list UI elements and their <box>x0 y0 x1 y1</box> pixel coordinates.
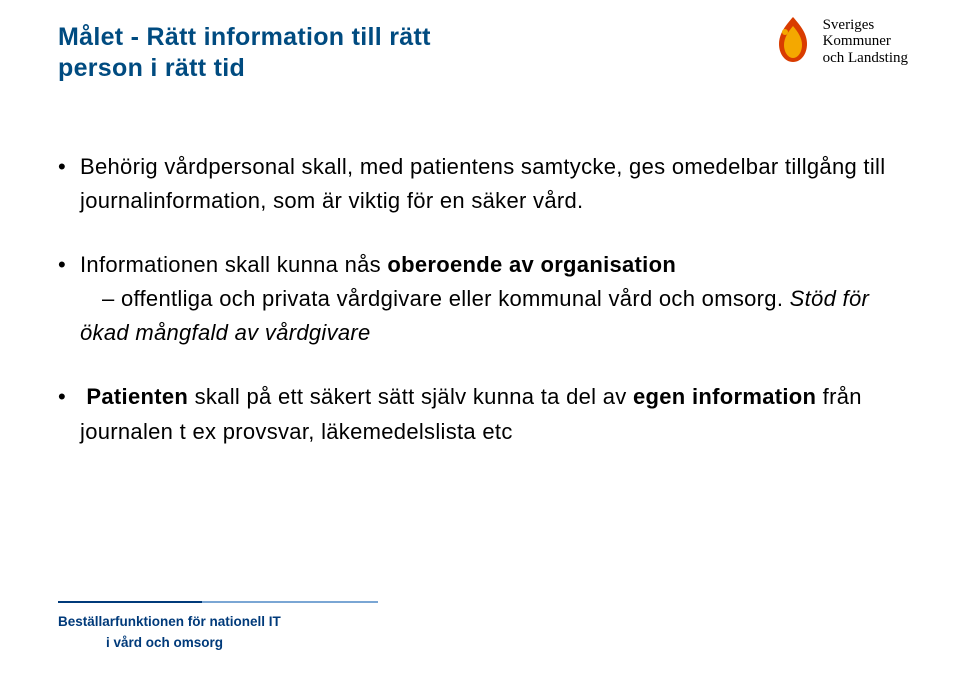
bullet-3-bold1: Patienten <box>86 384 188 409</box>
body-content: Behörig vårdpersonal skall, med patiente… <box>58 150 898 479</box>
title-line-1: Målet - Rätt information till rätt <box>58 23 431 51</box>
footer-line-2: i vård och omsorg <box>58 635 223 650</box>
bullet-2-pre: Informationen skall kunna nås <box>80 252 387 277</box>
bullet-3: Patienten skall på ett säkert sätt själv… <box>58 380 898 448</box>
logo-text-line-1: Sveriges <box>823 17 875 33</box>
title-line-2: person i rätt tid <box>58 54 245 82</box>
flame-icon <box>771 14 815 69</box>
bullet-3-mid: skall på ett säkert sätt själv kunna ta … <box>188 384 633 409</box>
logo-text-line-2: Kommuner <box>823 33 891 49</box>
logo-text: Sveriges Kommuner och Landsting <box>823 17 908 67</box>
org-logo: Sveriges Kommuner och Landsting <box>771 14 908 69</box>
slide: Målet - Rätt information till rätt perso… <box>0 0 960 686</box>
logo-text-line-3: och Landsting <box>823 50 908 66</box>
bullet-2-mid: – offentliga och privata vårdgivare elle… <box>102 286 790 311</box>
bullet-3-bold2: egen information <box>633 384 816 409</box>
footer-text: Beställarfunktionen för nationell IT i v… <box>58 611 378 654</box>
bullet-1-text: Behörig vårdpersonal skall, med patiente… <box>80 154 885 213</box>
bullet-2: Informationen skall kunna nås oberoende … <box>58 248 898 350</box>
bullet-2-bold: oberoende av organisation <box>387 252 676 277</box>
bullet-1: Behörig vårdpersonal skall, med patiente… <box>58 150 898 218</box>
slide-title: Målet - Rätt information till rätt perso… <box>58 22 658 85</box>
footer-divider <box>58 601 378 603</box>
footer-line-1: Beställarfunktionen för nationell IT <box>58 614 281 629</box>
slide-footer: Beställarfunktionen för nationell IT i v… <box>58 601 378 654</box>
bullet-2-sub: – offentliga och privata vårdgivare elle… <box>80 286 869 345</box>
